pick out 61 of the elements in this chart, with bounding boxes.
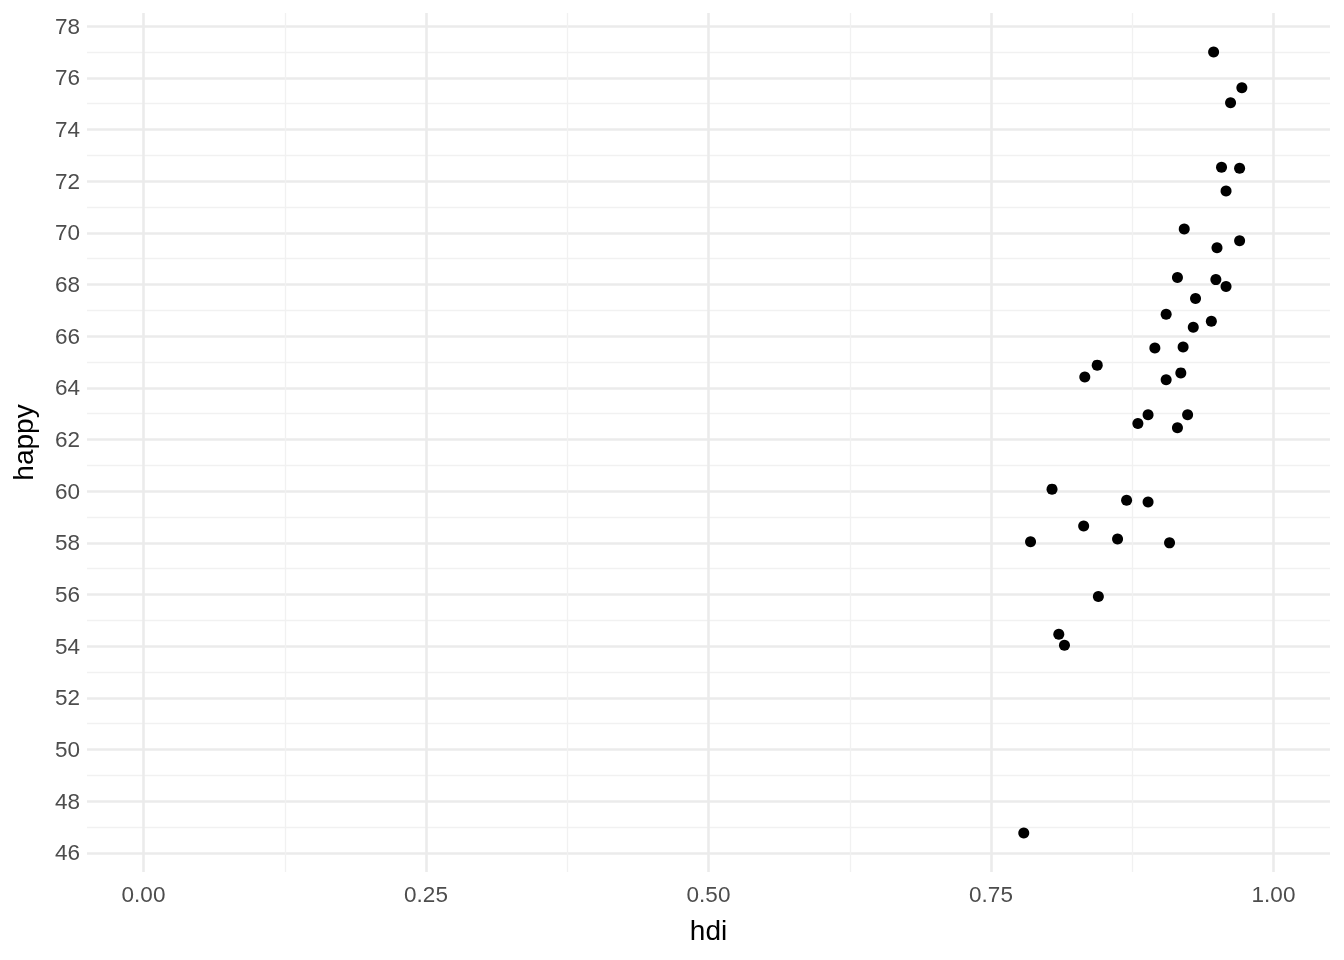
- x-tick-label: 0.50: [686, 882, 731, 907]
- point: [1046, 483, 1058, 495]
- point: [1058, 639, 1070, 651]
- point: [1092, 591, 1104, 603]
- point: [1190, 292, 1202, 304]
- y-tick-label: 70: [54, 220, 80, 246]
- x-tick-label: 0.00: [121, 882, 166, 907]
- point: [1182, 409, 1194, 421]
- point: [1112, 533, 1124, 545]
- point: [1205, 315, 1217, 327]
- point: [1171, 272, 1183, 284]
- point: [1225, 97, 1237, 109]
- point: [1236, 82, 1248, 94]
- point: [1234, 162, 1246, 174]
- point: [1132, 418, 1144, 430]
- point: [1079, 371, 1091, 383]
- point: [1018, 827, 1030, 839]
- y-tick-label: 74: [54, 117, 80, 143]
- x-tick-label: 0.25: [404, 882, 448, 907]
- point: [1160, 374, 1172, 386]
- point: [1025, 536, 1037, 548]
- point: [1142, 409, 1154, 421]
- x-axis-title: hdi: [689, 914, 728, 946]
- x-tick-label: 1.00: [1251, 882, 1296, 907]
- y-tick-label: 46: [54, 840, 80, 866]
- point: [1160, 308, 1172, 320]
- point: [1220, 185, 1232, 197]
- y-tick-label: 68: [54, 272, 80, 298]
- y-tick-label: 72: [54, 168, 80, 194]
- y-tick-label: 54: [54, 633, 80, 659]
- point: [1208, 46, 1220, 58]
- point: [1178, 223, 1190, 235]
- y-tick-label: 60: [54, 478, 80, 504]
- y-tick-label: 58: [54, 530, 80, 556]
- y-tick-label: 56: [54, 582, 80, 608]
- point: [1177, 341, 1189, 353]
- point: [1187, 321, 1199, 333]
- point: [1234, 235, 1246, 247]
- point: [1216, 161, 1228, 173]
- y-tick-label: 52: [54, 685, 80, 711]
- point: [1142, 496, 1154, 508]
- y-tick-label: 78: [54, 13, 80, 39]
- point: [1171, 422, 1183, 434]
- y-tick-label: 62: [54, 427, 80, 453]
- point: [1091, 359, 1103, 371]
- y-axis-title: happy: [7, 404, 39, 481]
- y-tick-label: 76: [54, 65, 80, 91]
- x-tick-label: 0.75: [969, 882, 1013, 907]
- y-tick-label: 50: [54, 737, 80, 763]
- point: [1149, 342, 1161, 354]
- point: [1220, 281, 1232, 293]
- point: [1053, 628, 1065, 640]
- point: [1210, 274, 1222, 286]
- point: [1164, 537, 1176, 549]
- point: [1211, 242, 1223, 254]
- point: [1121, 494, 1133, 506]
- point: [1078, 520, 1090, 532]
- y-tick-label: 64: [54, 375, 80, 401]
- y-tick-label: 48: [54, 788, 80, 814]
- y-tick-label: 66: [54, 323, 80, 349]
- point: [1175, 367, 1187, 379]
